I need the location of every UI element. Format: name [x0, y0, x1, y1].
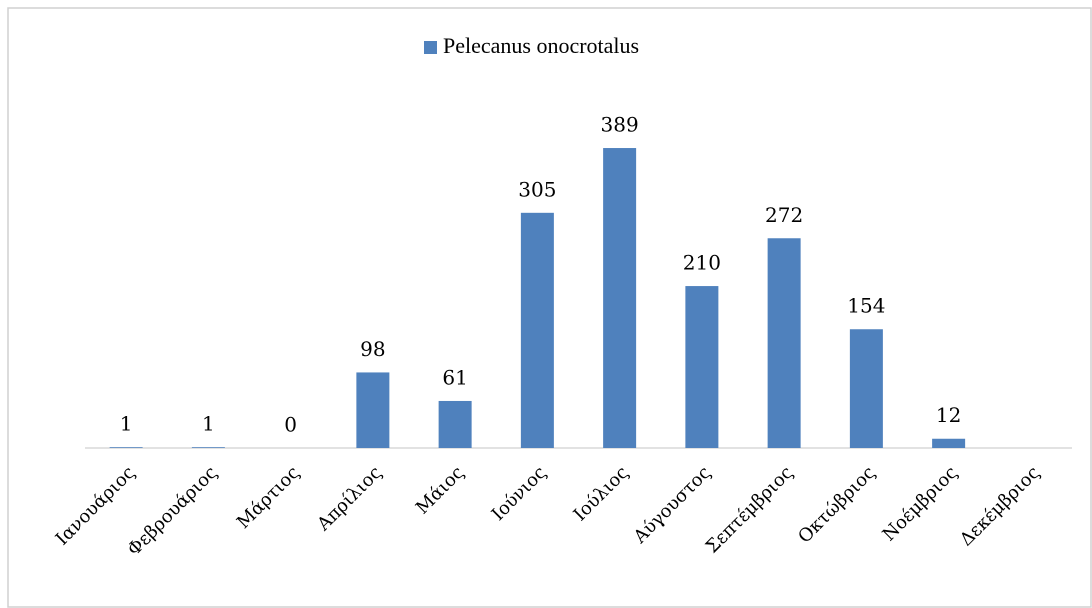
data-label: 210 [683, 251, 721, 275]
bar [849, 329, 883, 448]
bar [767, 238, 801, 448]
bar [603, 148, 637, 448]
data-label: 1 [202, 412, 215, 436]
data-label: 98 [360, 337, 385, 361]
data-label: 305 [518, 177, 556, 201]
bar [109, 447, 143, 448]
bar [932, 438, 966, 448]
data-label: 61 [442, 365, 467, 389]
bar [191, 447, 225, 448]
bar [520, 212, 554, 448]
legend-label: Pelecanus onocrotalus [443, 33, 639, 58]
legend-swatch [424, 41, 437, 54]
data-label: 389 [601, 113, 639, 137]
data-label: 1 [120, 412, 133, 436]
data-label: 12 [936, 403, 961, 427]
data-label: 0 [284, 413, 297, 437]
data-label: 272 [765, 203, 803, 227]
data-label: 154 [847, 294, 885, 318]
bar [438, 400, 472, 448]
bar [356, 372, 390, 448]
bar [685, 286, 719, 448]
